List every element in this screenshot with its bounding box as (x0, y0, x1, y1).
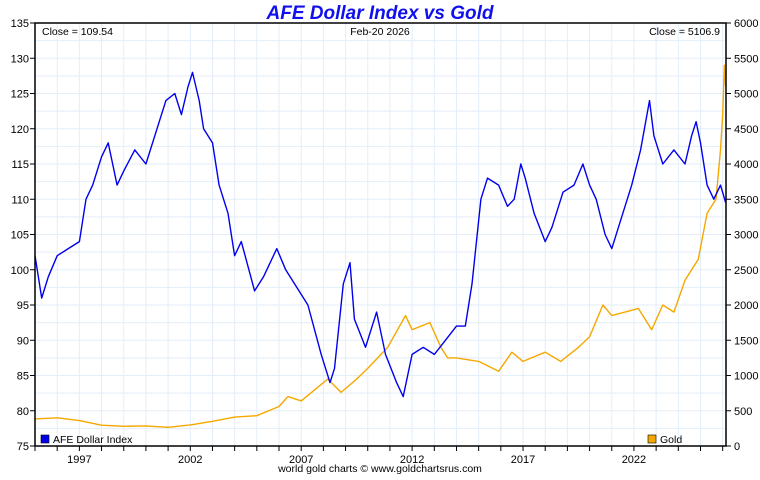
right-tick-label: 4500 (734, 124, 758, 136)
x-tick-label: 1997 (67, 454, 91, 466)
right-tick-label: 2500 (734, 265, 758, 277)
legend-swatch-dollar (40, 434, 50, 444)
left-tick-label: 85 (17, 371, 29, 383)
left-tick-label: 125 (11, 89, 29, 101)
left-close-label: Close = 109.54 (42, 26, 113, 38)
left-tick-label: 115 (11, 159, 29, 171)
right-tick-label: 3000 (734, 230, 758, 242)
series-line-gold (34, 64, 727, 428)
right-close-label: Close = 5106.9 (649, 26, 720, 38)
left-tick-label: 105 (11, 230, 29, 242)
right-tick-label: 1500 (734, 335, 758, 347)
x-tick-label: 2007 (289, 454, 313, 466)
left-tick-label: 110 (11, 194, 29, 206)
left-tick-label: 95 (17, 300, 29, 312)
left-tick-label: 130 (11, 53, 29, 65)
left-tick-label: 100 (11, 265, 29, 277)
legend-label-dollar: AFE Dollar Index (53, 434, 133, 446)
series-lines (34, 64, 727, 428)
footer-credit: world gold charts © www.goldchartsrus.co… (277, 463, 482, 475)
x-tick-label: 2022 (622, 454, 646, 466)
left-tick-label: 80 (17, 406, 29, 418)
left-tick-label: 135 (11, 18, 29, 30)
x-tick-label: 2002 (178, 454, 202, 466)
chart-title: AFE Dollar Index vs Gold (266, 3, 494, 24)
grid (34, 22, 726, 447)
x-tick-label: 2017 (511, 454, 535, 466)
left-tick-label: 120 (11, 124, 29, 136)
right-tick-label: 4000 (734, 159, 758, 171)
series-line-afe-dollar-index (34, 71, 727, 398)
right-tick-label: 5500 (734, 53, 758, 65)
right-tick-label: 1000 (734, 371, 758, 383)
right-tick-label: 0 (734, 441, 740, 453)
left-tick-label: 75 (17, 441, 29, 453)
axes: 1997 2002 2007 2012 2017 2022 75 80 85 90 95 100 105… (11, 18, 759, 466)
legend-label-gold: Gold (660, 434, 682, 446)
right-tick-label: 2000 (734, 300, 758, 312)
right-tick-label: 6000 (734, 18, 758, 30)
right-tick-label: 5000 (734, 89, 758, 101)
legend-swatch-gold (647, 434, 657, 444)
left-tick-label: 90 (17, 335, 29, 347)
right-tick-label: 500 (734, 406, 752, 418)
right-tick-label: 3500 (734, 194, 758, 206)
date-label: Feb-20 2026 (350, 26, 410, 38)
x-tick-label: 2012 (400, 454, 424, 466)
